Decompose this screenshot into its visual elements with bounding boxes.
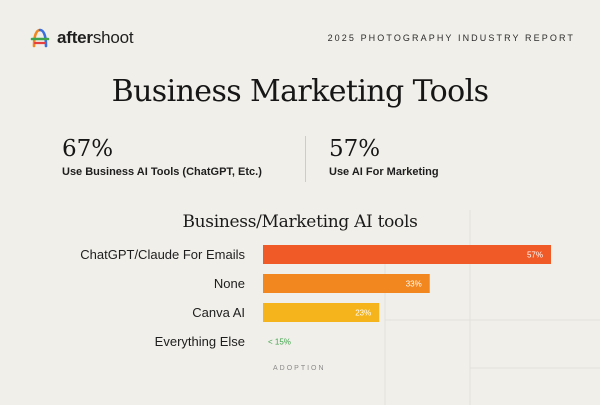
- logo-text-bold: after: [57, 28, 93, 47]
- bar-value-label: 23%: [355, 309, 371, 318]
- category-label: ChatGPT/Claude For Emails: [80, 247, 245, 262]
- aftershoot-logo-icon: [30, 28, 50, 48]
- logo-text: aftershoot: [57, 28, 134, 48]
- stat-label: Use Business AI Tools (ChatGPT, Etc.): [62, 166, 262, 178]
- category-label: Canva AI: [192, 305, 245, 320]
- category-label: None: [214, 276, 245, 291]
- bar-value-label: 33%: [406, 280, 422, 289]
- category-label: Everything Else: [155, 334, 245, 349]
- bar-value-label: 57%: [527, 251, 543, 260]
- brand-logo: aftershoot: [30, 27, 134, 49]
- bar: [263, 274, 430, 293]
- stat-value: 67%: [62, 136, 114, 162]
- page-title: Business Marketing Tools: [111, 74, 489, 109]
- bar: [263, 245, 551, 264]
- stat-divider: [305, 136, 306, 182]
- chart-title: Business/Marketing AI tools: [182, 212, 418, 232]
- stat-marketing-ai: 57% Use AI For Marketing: [329, 136, 439, 178]
- bar: [263, 303, 380, 322]
- report-title: 2025 PHOTOGRAPHY INDUSTRY REPORT: [327, 33, 575, 43]
- stat-business-ai: 67% Use Business AI Tools (ChatGPT, Etc.…: [62, 136, 262, 178]
- stat-label: Use AI For Marketing: [329, 166, 439, 178]
- logo-text-thin: shoot: [92, 28, 134, 47]
- x-axis-label: ADOPTION: [273, 365, 326, 372]
- stat-value: 57%: [329, 136, 381, 162]
- bar-value-label: < 15%: [268, 338, 291, 347]
